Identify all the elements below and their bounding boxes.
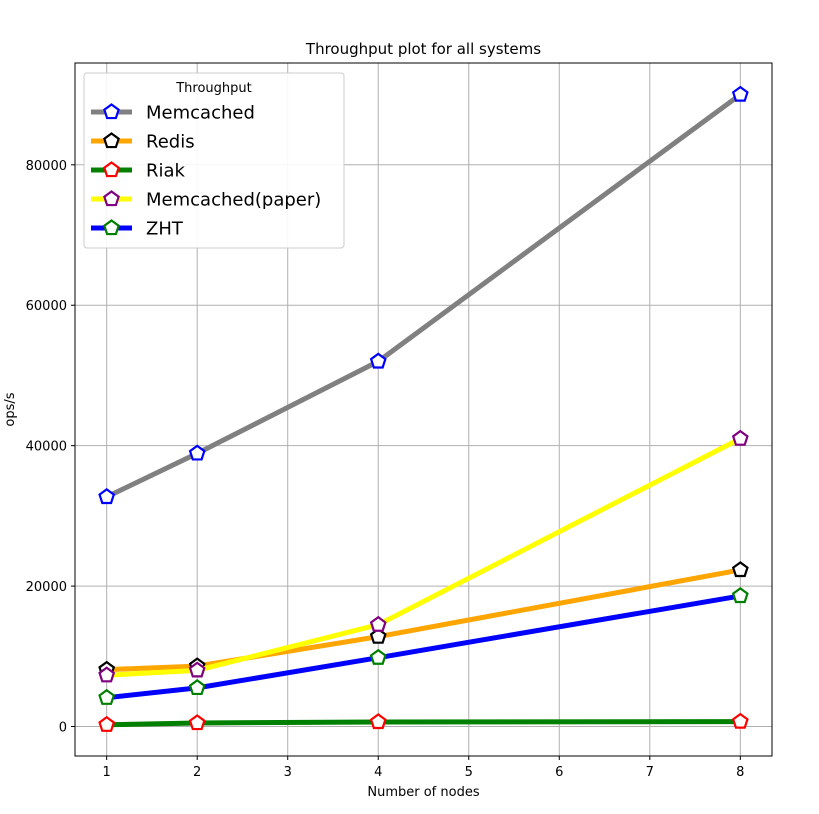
data-point-riak <box>369 713 387 730</box>
data-point-zht <box>369 648 387 665</box>
legend-label-zht: ZHT <box>146 219 184 240</box>
data-point-memcached-paper <box>369 615 387 632</box>
series-memcached-paper <box>98 429 749 683</box>
series-line-redis <box>106 567 741 673</box>
y-axis-label: ops/s <box>3 392 18 426</box>
data-point-zht <box>731 587 749 604</box>
legend-marker-memcached-paper <box>103 190 120 207</box>
x-tick-label: 1 <box>103 765 111 780</box>
y-tick-label: 0 <box>59 721 67 736</box>
data-point-memcached <box>731 85 749 102</box>
data-point-memcached <box>188 444 206 461</box>
legend-label-memcached: Memcached <box>146 103 255 124</box>
axis-ticks: 1 2 3 4 5 6 7 8 0 20000 40000 60000 80000 <box>26 159 745 780</box>
legend-label-riak: Riak <box>146 161 186 182</box>
legend-label-memcached-paper: Memcached(paper) <box>146 190 321 211</box>
legend-item-redis: Redis <box>91 132 195 153</box>
chart-title: Throughput plot for all systems <box>305 40 541 58</box>
data-point-memcached-paper <box>98 666 116 683</box>
series-group <box>98 85 749 732</box>
legend-marker-memcached <box>103 103 120 120</box>
data-point-memcached <box>369 352 387 369</box>
data-point-memcached-paper <box>188 661 206 678</box>
data-point-zht <box>188 679 206 696</box>
x-axis-label: Number of nodes <box>367 785 479 800</box>
x-tick-label: 3 <box>284 765 292 780</box>
series-memcached <box>98 85 749 505</box>
x-tick-label: 7 <box>646 765 654 780</box>
data-point-riak <box>731 712 749 729</box>
series-line-zht <box>106 593 741 701</box>
series-line-memcached-paper <box>106 436 742 678</box>
legend-item-zht: ZHT <box>91 219 184 240</box>
series-riak <box>98 712 749 732</box>
x-tick-label: 8 <box>736 765 744 780</box>
data-point-memcached-paper <box>731 429 749 446</box>
series-zht <box>98 587 749 705</box>
y-tick-label: 20000 <box>26 580 67 595</box>
data-point-zht <box>98 688 116 705</box>
x-tick-label: 6 <box>555 765 563 780</box>
x-tick-label: 4 <box>374 765 382 780</box>
legend: Throughput Memcached Redis Riak Memcached(pa… <box>83 72 345 249</box>
legend-box <box>83 72 345 249</box>
legend-label-redis: Redis <box>146 132 195 153</box>
data-point-riak <box>188 714 206 731</box>
legend-item-memcached-paper: Memcached(paper) <box>91 190 321 211</box>
x-tick-label: 5 <box>465 765 473 780</box>
legend-marker-zht <box>103 219 120 236</box>
y-tick-label: 60000 <box>26 299 67 314</box>
y-tick-label: 80000 <box>26 159 67 174</box>
data-point-redis <box>731 561 749 578</box>
data-point-redis <box>369 627 387 644</box>
y-tick-label: 40000 <box>26 440 67 455</box>
series-line-memcached <box>105 92 742 500</box>
data-point-memcached <box>98 488 116 505</box>
series-line-riak <box>106 719 741 728</box>
legend-item-memcached: Memcached <box>91 103 255 124</box>
legend-title: Throughput <box>175 81 252 96</box>
legend-marker-riak <box>103 161 120 178</box>
plot-frame <box>74 62 773 757</box>
data-point-riak <box>98 715 116 732</box>
x-tick-label: 2 <box>193 765 201 780</box>
legend-marker-redis <box>103 132 120 149</box>
legend-item-riak: Riak <box>91 161 186 182</box>
